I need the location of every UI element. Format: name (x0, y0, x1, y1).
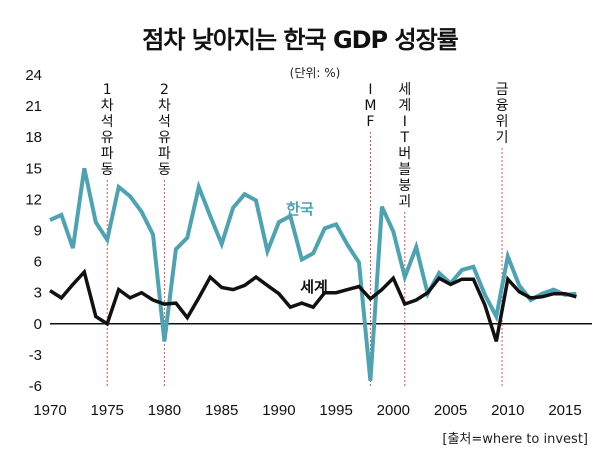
event-annotation-char: 2 (160, 82, 169, 98)
event-annotation-char: 융 (496, 98, 509, 114)
event-annotation-char: 계 (398, 98, 411, 114)
x-tick-label: 1995 (319, 402, 352, 419)
event-annotation-char: I (368, 82, 372, 98)
event-annotation-char: 금 (496, 82, 509, 98)
y-tick-label: -3 (29, 347, 42, 364)
y-tick-label: 12 (25, 191, 42, 208)
event-annotation-char: 버 (398, 146, 411, 162)
unit-label: (단위: %) (289, 66, 341, 80)
event-annotation-char: 1 (103, 82, 112, 98)
y-tick-label: 24 (25, 67, 42, 84)
event-annotation-char: 동 (158, 162, 171, 178)
korea-series-label: 한국 (286, 200, 314, 218)
x-tick-label: 1985 (205, 402, 238, 419)
event-annotation-char: 석 (101, 114, 114, 130)
event-annotation-char: 유 (101, 130, 114, 146)
x-tick-label: 2015 (548, 402, 581, 419)
y-tick-label: 15 (25, 160, 42, 177)
event-annotation-char: 동 (101, 162, 114, 178)
chart-title: 점차 낮아지는 한국 GDP 성장률 (142, 26, 459, 54)
y-tick-label: -6 (29, 378, 42, 395)
event-annotation-char: T (399, 130, 409, 146)
x-tick-label: 1990 (262, 402, 295, 419)
y-tick-label: 9 (34, 223, 42, 240)
event-annotation-char: 석 (158, 114, 171, 130)
y-tick-label: 0 (34, 316, 42, 333)
world-series-line (49, 268, 577, 342)
event-annotation: IMF (364, 82, 376, 130)
korea-series-line (49, 167, 577, 381)
event-annotation-char: 기 (496, 130, 509, 146)
event-annotation-char: I (403, 114, 407, 130)
event-annotation-char: 붕 (398, 178, 411, 194)
event-annotation-char: 차 (158, 98, 171, 114)
x-tick-label: 2000 (377, 402, 410, 419)
event-annotation-char: M (364, 98, 376, 114)
y-tick-label: 18 (25, 129, 42, 146)
x-tick-label: 1970 (33, 402, 66, 419)
event-annotation-char: 세 (398, 82, 411, 98)
event-annotation-char: 파 (101, 146, 114, 162)
event-annotation-char: F (366, 114, 374, 130)
world-series-label: 세계 (300, 278, 328, 296)
x-tick-label: 2010 (491, 402, 524, 419)
y-tick-label: 6 (34, 254, 42, 271)
x-tick-label: 1980 (148, 402, 181, 419)
x-tick-label: 1975 (91, 402, 124, 419)
event-annotation-char: 블 (398, 162, 411, 178)
event-annotation-char: 차 (101, 98, 114, 114)
y-tick-label: 3 (34, 285, 42, 302)
y-tick-label: 21 (25, 98, 42, 115)
event-annotation-char: 괴 (398, 194, 411, 210)
event-annotation-char: 유 (158, 130, 171, 146)
source-label: [출처=where to invest] (442, 432, 588, 447)
event-annotation-char: 파 (158, 146, 171, 162)
event-annotation-char: 위 (496, 114, 509, 130)
x-tick-label: 2005 (434, 402, 467, 419)
